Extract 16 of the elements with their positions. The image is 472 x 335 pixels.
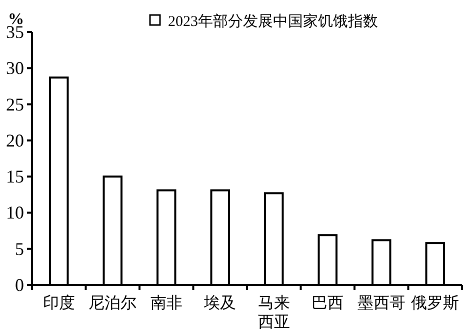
x-tick-label: 印度 [42,294,75,312]
legend-label: 2023年部分发展中国家饥饿指数 [168,13,378,30]
y-tick-label: 15 [6,166,24,187]
y-tick-label: 20 [6,130,24,150]
x-tick-label: 马来西亚 [258,294,290,331]
y-tick-label: 5 [15,238,24,259]
x-tick-label: 南非 [150,294,182,312]
x-tick-label: 尼泊尔 [88,295,137,312]
y-tick-label: 30 [6,58,24,78]
x-tick-label: 俄罗斯 [411,294,460,312]
x-tick-label: 巴西 [312,295,344,312]
y-tick-label: 10 [6,202,24,223]
x-tick-label: 埃及 [203,294,236,312]
y-tick-label: 0 [15,275,24,295]
y-tick-label: 25 [6,94,24,114]
x-tick-label: 墨西哥 [357,295,406,312]
